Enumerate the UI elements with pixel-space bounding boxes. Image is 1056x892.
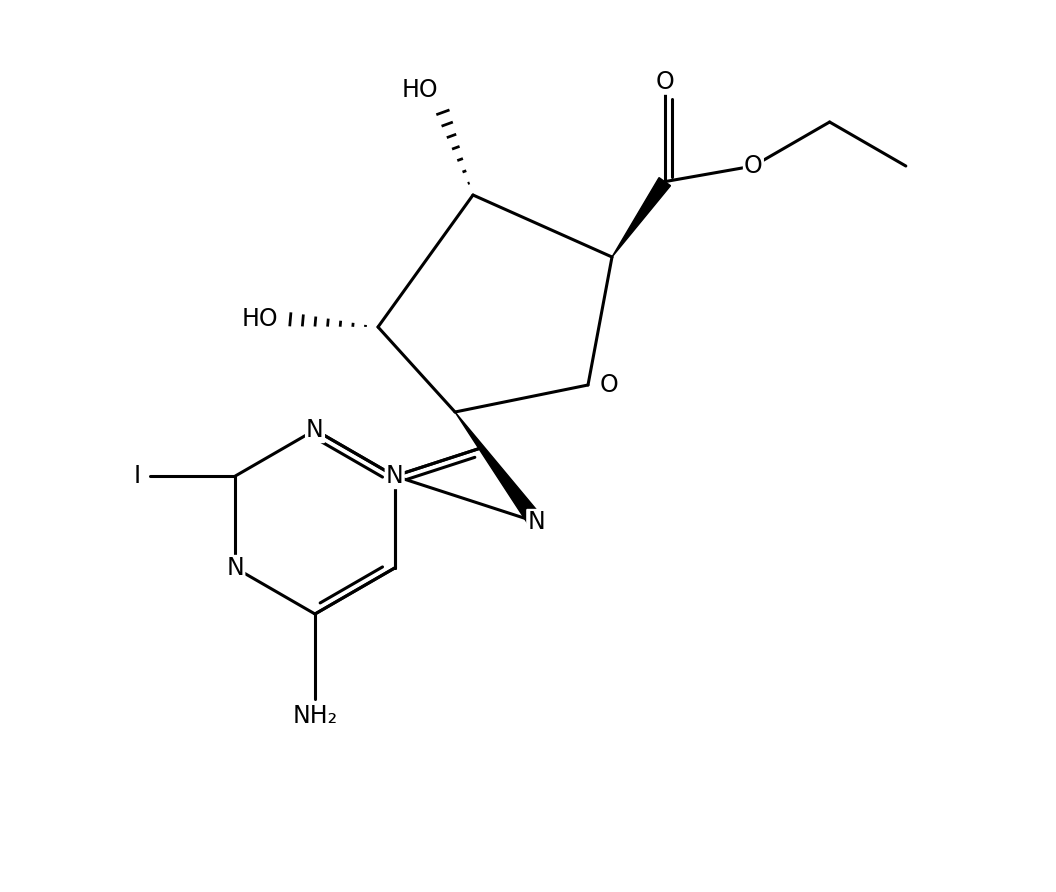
Polygon shape (612, 178, 671, 257)
Text: N: N (226, 556, 244, 580)
Polygon shape (455, 412, 543, 527)
Text: O: O (656, 70, 674, 94)
Text: N: N (385, 464, 403, 488)
Text: O: O (744, 154, 762, 178)
Text: N: N (306, 418, 324, 442)
Text: HO: HO (242, 308, 279, 331)
Text: HO: HO (401, 78, 438, 103)
Text: O: O (600, 373, 619, 397)
Text: NH₂: NH₂ (293, 704, 338, 728)
Text: N: N (527, 510, 545, 534)
Text: I: I (133, 464, 140, 488)
